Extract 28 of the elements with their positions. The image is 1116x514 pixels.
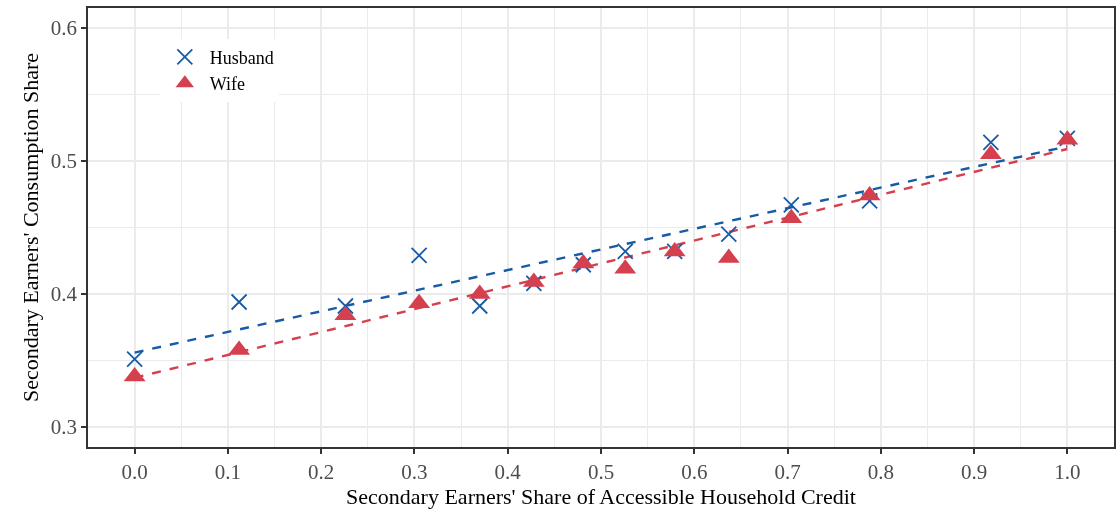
x-tick-label: 0.3 [401, 459, 428, 484]
point [410, 247, 428, 264]
y-tick-label: 0.5 [50, 149, 78, 174]
point [230, 293, 248, 311]
point [337, 297, 354, 315]
y-tick-label: 0.6 [50, 16, 78, 41]
x-tick-label: 0.6 [681, 459, 708, 484]
legend-label: Wife [209, 74, 246, 95]
x-axis-title: Secondary Earners' Share of Accessible Household Credit [346, 483, 856, 509]
point [982, 133, 1000, 151]
point [720, 225, 738, 243]
legend-label: Husband [209, 47, 274, 68]
x-tick-label: 0.7 [774, 459, 801, 484]
y-tick-label: 0.4 [50, 282, 78, 307]
point [616, 243, 634, 260]
x-tick-label: 0.2 [308, 459, 335, 484]
point [782, 196, 800, 214]
y-axis-title: Secondary Earners' Consumption Share [18, 52, 44, 403]
point [471, 297, 489, 315]
x-tick-label: 0.5 [587, 459, 615, 484]
point [126, 350, 144, 368]
x-tick-label: 0.4 [494, 459, 522, 484]
y-tick-label: 0.3 [50, 415, 78, 440]
x-tick-label: 0.9 [960, 459, 988, 484]
x-tick-label: 0.1 [214, 459, 242, 484]
x-tick-label: 1.0 [1054, 459, 1081, 484]
x-tick-label: 0.0 [121, 459, 148, 484]
x-tick-label: 0.8 [867, 459, 894, 484]
